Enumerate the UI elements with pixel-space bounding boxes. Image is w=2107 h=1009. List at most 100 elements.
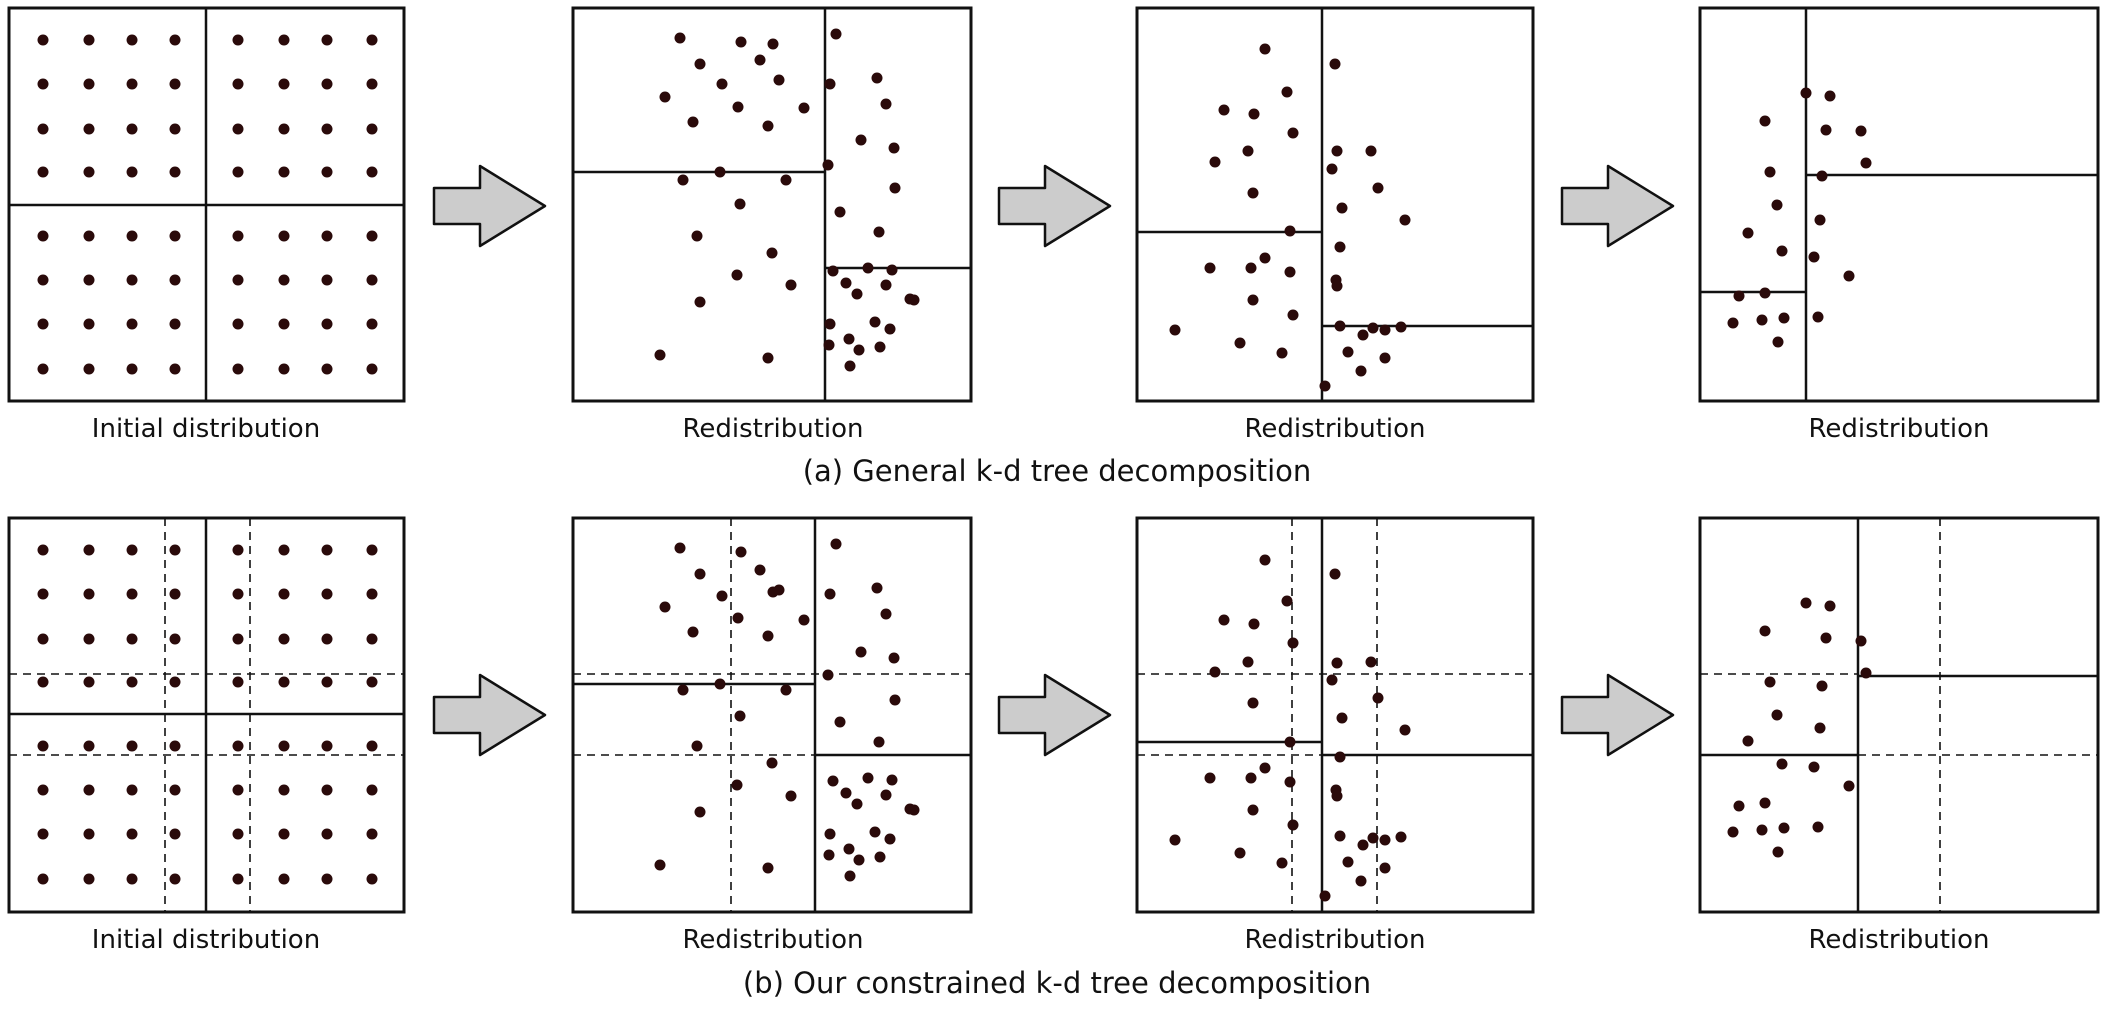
point bbox=[37, 363, 49, 375]
row-a: Initial distribution Redistribution Redi… bbox=[7, 6, 2100, 444]
point bbox=[278, 873, 290, 885]
point bbox=[321, 784, 333, 796]
point bbox=[1860, 157, 1872, 169]
point bbox=[1855, 125, 1867, 137]
point bbox=[366, 78, 378, 90]
arrow-b2 bbox=[997, 673, 1112, 757]
point bbox=[169, 544, 181, 556]
point bbox=[232, 588, 244, 600]
point bbox=[731, 269, 743, 281]
panel-b4-label: Redistribution bbox=[1808, 925, 1989, 955]
point bbox=[694, 568, 706, 580]
point bbox=[851, 288, 863, 300]
point bbox=[126, 166, 138, 178]
point bbox=[1287, 309, 1299, 321]
point bbox=[766, 247, 778, 259]
point bbox=[366, 230, 378, 242]
point bbox=[366, 363, 378, 375]
point bbox=[871, 72, 883, 84]
point bbox=[169, 740, 181, 752]
point bbox=[37, 784, 49, 796]
panel-a2: Redistribution bbox=[571, 6, 973, 444]
point bbox=[83, 544, 95, 556]
point bbox=[278, 784, 290, 796]
point bbox=[1334, 751, 1346, 763]
point bbox=[1331, 657, 1343, 669]
point bbox=[366, 784, 378, 796]
point bbox=[37, 588, 49, 600]
point bbox=[762, 630, 774, 642]
point bbox=[1287, 637, 1299, 649]
point bbox=[674, 32, 686, 44]
point bbox=[232, 633, 244, 645]
point bbox=[232, 274, 244, 286]
point bbox=[1355, 875, 1367, 887]
point bbox=[278, 544, 290, 556]
point bbox=[873, 226, 885, 238]
point bbox=[83, 123, 95, 135]
point bbox=[1331, 790, 1343, 802]
point bbox=[366, 166, 378, 178]
point bbox=[824, 78, 836, 90]
point bbox=[366, 34, 378, 46]
point bbox=[37, 544, 49, 556]
point bbox=[880, 98, 892, 110]
point bbox=[780, 174, 792, 186]
point bbox=[1204, 262, 1216, 274]
point bbox=[844, 360, 856, 372]
point bbox=[834, 206, 846, 218]
point bbox=[734, 198, 746, 210]
point bbox=[694, 296, 706, 308]
point bbox=[785, 279, 797, 291]
point bbox=[1816, 170, 1828, 182]
point bbox=[321, 34, 333, 46]
point bbox=[1355, 365, 1367, 377]
point bbox=[762, 120, 774, 132]
point bbox=[169, 318, 181, 330]
point bbox=[780, 684, 792, 696]
point bbox=[1824, 90, 1836, 102]
point bbox=[843, 843, 855, 855]
point bbox=[1247, 804, 1259, 816]
point bbox=[1248, 618, 1260, 630]
point bbox=[732, 101, 744, 113]
point bbox=[754, 54, 766, 66]
arrow-a3 bbox=[1560, 164, 1675, 248]
point bbox=[1820, 124, 1832, 136]
point bbox=[1259, 554, 1271, 566]
point bbox=[840, 787, 852, 799]
point bbox=[278, 230, 290, 242]
point bbox=[773, 74, 785, 86]
point bbox=[889, 182, 901, 194]
point bbox=[321, 740, 333, 752]
point bbox=[1399, 724, 1411, 736]
point bbox=[278, 828, 290, 840]
point bbox=[1372, 182, 1384, 194]
panel-a1: Initial distribution bbox=[7, 6, 406, 444]
point bbox=[889, 694, 901, 706]
point bbox=[1281, 595, 1293, 607]
point bbox=[1814, 214, 1826, 226]
point bbox=[169, 588, 181, 600]
point bbox=[83, 166, 95, 178]
point bbox=[1814, 722, 1826, 734]
row-b: Initial distribution Redistribution bbox=[7, 516, 2100, 955]
point bbox=[731, 779, 743, 791]
point bbox=[169, 363, 181, 375]
point bbox=[851, 798, 863, 810]
point bbox=[874, 851, 886, 863]
point bbox=[126, 123, 138, 135]
point bbox=[1329, 58, 1341, 70]
point bbox=[1759, 115, 1771, 127]
point bbox=[83, 784, 95, 796]
point bbox=[843, 333, 855, 345]
point bbox=[691, 740, 703, 752]
point bbox=[83, 588, 95, 600]
point bbox=[659, 601, 671, 613]
point bbox=[232, 676, 244, 688]
point bbox=[366, 318, 378, 330]
point bbox=[822, 159, 834, 171]
point bbox=[1259, 252, 1271, 264]
point bbox=[1812, 821, 1824, 833]
